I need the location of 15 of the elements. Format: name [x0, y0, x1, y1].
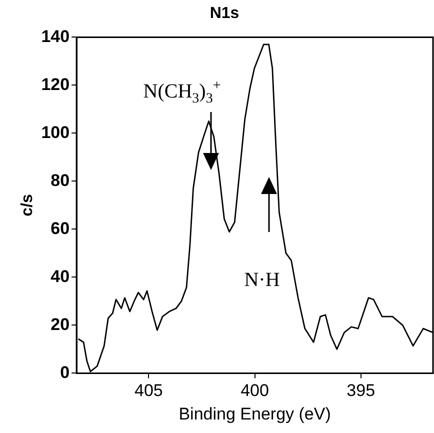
x-tick-label: 395 — [346, 381, 376, 400]
y-tick-label: 20 — [50, 314, 70, 334]
y-tick-label: 60 — [50, 218, 70, 238]
annotation: N·H — [244, 269, 280, 291]
x-tick-label: 400 — [240, 381, 269, 400]
y-tick-label: 40 — [50, 266, 70, 286]
y-tick-label: 100 — [41, 122, 70, 142]
y-tick-label: 80 — [50, 170, 70, 190]
y-tick-label: 0 — [60, 362, 70, 382]
chart-title: N1s — [210, 5, 240, 22]
x-tick-label: 405 — [134, 381, 163, 400]
y-tick-label: 140 — [41, 26, 70, 46]
y-axis-title: c/s — [19, 194, 36, 216]
y-tick-label: 120 — [41, 74, 70, 94]
x-axis-title: Binding Energy (eV) — [178, 404, 331, 424]
